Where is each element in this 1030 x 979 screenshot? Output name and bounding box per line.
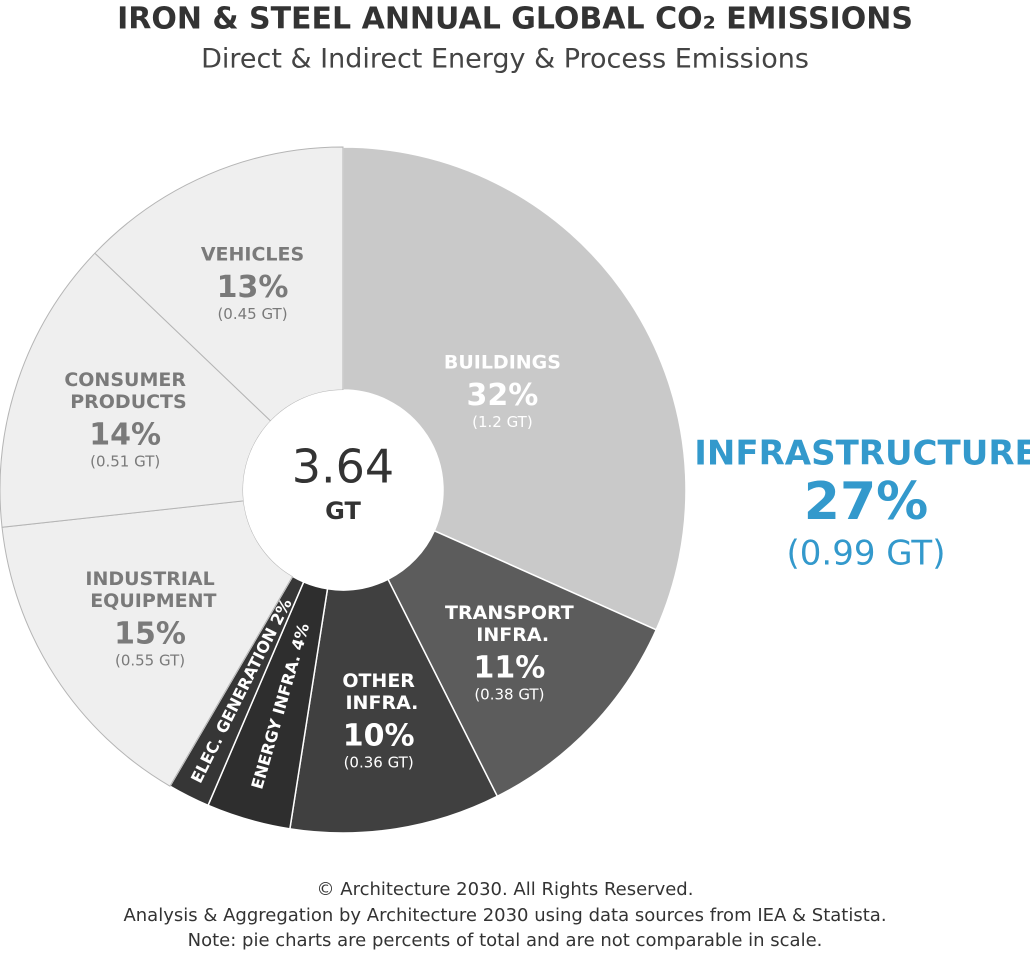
footer-line: © Architecture 2030. All Rights Reserved… [317,879,694,900]
segment-detail: (0.38 GT) [474,685,544,703]
segment-detail: (0.36 GT) [344,754,414,772]
segment-detail: (0.55 GT) [115,652,185,670]
segment-value: 10% [343,719,415,754]
segment-detail: (1.2 GT) [472,413,533,431]
segment-name: CONSUMER PRODUCTS [64,369,187,413]
segment-detail: (0.45 GT) [217,305,287,323]
segment-value: 14% [89,418,161,453]
segment-value: 11% [473,650,545,685]
chart-subtitle: Direct & Indirect Energy & Process Emiss… [201,44,809,75]
footer-line: Analysis & Aggregation by Architecture 2… [123,905,886,926]
segment-name: OTHER INFRA. [339,670,418,714]
donut-hole [243,390,443,590]
annotation: INFRASTRUCTURE 27% (0.99 GT) [694,434,1030,574]
segment-value: 32% [466,378,538,413]
segment-detail: (0.51 GT) [90,453,160,471]
segment-name: INDUSTRIAL EQUIPMENT [84,568,217,612]
segment-name: BUILDINGS [444,351,561,373]
chart-title: IRON & STEEL ANNUAL GLOBAL CO₂ EMISSIONS [117,2,913,37]
donut [0,146,687,834]
segment-value: 15% [114,617,186,652]
segment-name: TRANSPORT INFRA. [445,601,574,645]
annotation-value: 27% [804,472,928,532]
footer-line: Note: pie charts are percents of total a… [188,930,823,951]
annotation-detail: (0.99 GT) [787,534,946,574]
annotation-title: INFRASTRUCTURE [694,434,1030,474]
center-unit: GT [325,497,361,525]
center-value: 3.64 [292,440,394,494]
segment-name: VEHICLES [201,243,304,265]
segment-value: 13% [217,270,289,305]
